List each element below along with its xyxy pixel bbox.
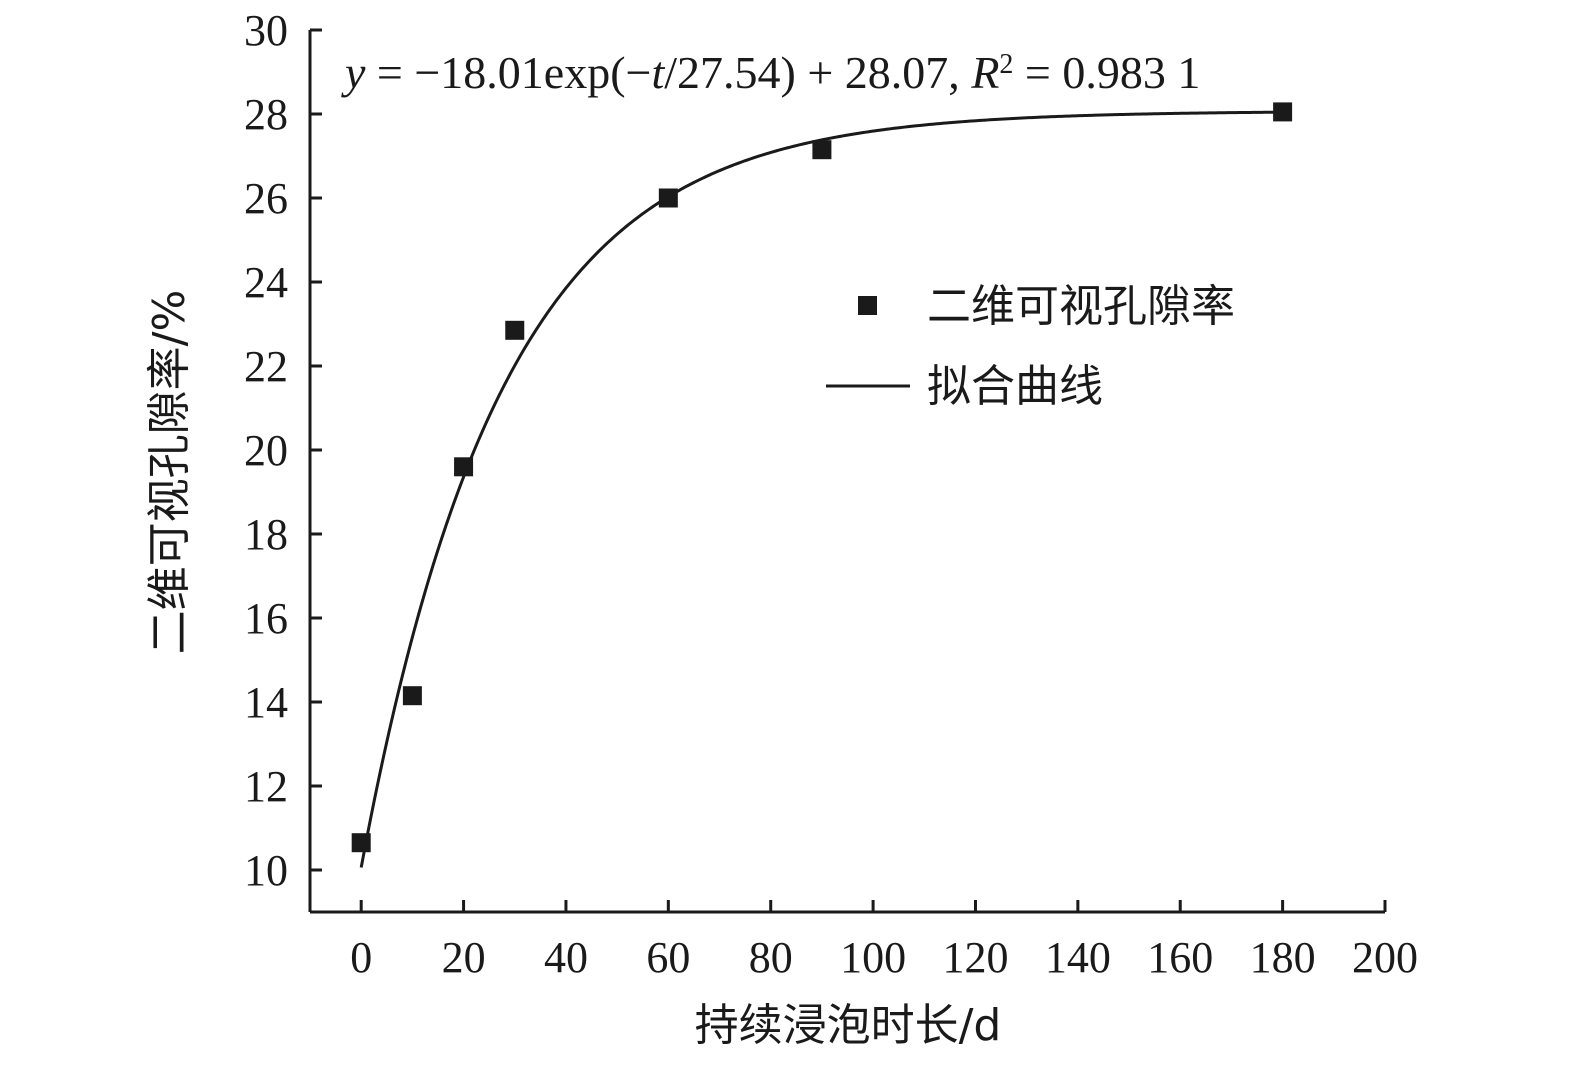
data-point xyxy=(658,188,678,208)
y-axis-title: 二维可视孔隙率/% xyxy=(144,290,195,655)
y-tick-label: 10 xyxy=(244,846,288,895)
fit-curve-layer xyxy=(359,110,1283,868)
legend: 二维可视孔隙率 拟合曲线 xyxy=(826,281,1235,412)
data-point xyxy=(505,320,525,340)
y-tick-label: 18 xyxy=(244,510,288,559)
legend-label-points: 二维可视孔隙率 xyxy=(927,281,1235,332)
data-point xyxy=(1273,102,1293,122)
y-tick-label: 14 xyxy=(244,678,288,727)
axes xyxy=(308,30,1385,914)
y-tick-label: 28 xyxy=(244,90,288,139)
x-tick-label: 200 xyxy=(1352,933,1418,982)
x-tick-label: 80 xyxy=(749,933,793,982)
y-tick-label: 12 xyxy=(244,762,288,811)
y-tick-label: 26 xyxy=(244,174,288,223)
data-points xyxy=(351,102,1293,853)
data-point xyxy=(812,140,832,160)
x-tick-label: 20 xyxy=(442,933,486,982)
x-tick-label: 0 xyxy=(350,933,372,982)
x-axis-ticks: 0 20 40 60 80 100 120 140 160 180 200 xyxy=(350,900,1418,982)
x-tick-label: 160 xyxy=(1147,933,1213,982)
x-tick-label: 40 xyxy=(544,933,588,982)
y-tick-label: 24 xyxy=(244,258,288,307)
y-tick-label: 20 xyxy=(244,426,288,475)
x-tick-label: 140 xyxy=(1045,933,1111,982)
x-tick-label: 60 xyxy=(646,933,690,982)
y-tick-label: 16 xyxy=(244,594,288,643)
x-axis-title: 持续浸泡时长/d xyxy=(695,1000,1002,1051)
x-tick-label: 120 xyxy=(942,933,1008,982)
y-axis-ticks: 10 12 14 16 18 20 22 24 26 28 30 xyxy=(244,6,322,895)
legend-marker-square xyxy=(858,296,877,315)
x-tick-label: 180 xyxy=(1250,933,1316,982)
fit-curve xyxy=(359,110,1283,868)
legend-label-fit: 拟合曲线 xyxy=(927,361,1103,412)
y-tick-label: 30 xyxy=(244,6,288,55)
data-point xyxy=(454,457,474,477)
x-tick-label: 100 xyxy=(840,933,906,982)
data-point xyxy=(351,833,371,853)
data-point xyxy=(402,686,422,706)
fit-equation: y = −18.01exp(−t/27.54) + 28.07, R2 = 0.… xyxy=(341,47,1200,98)
y-tick-label: 22 xyxy=(244,342,288,391)
